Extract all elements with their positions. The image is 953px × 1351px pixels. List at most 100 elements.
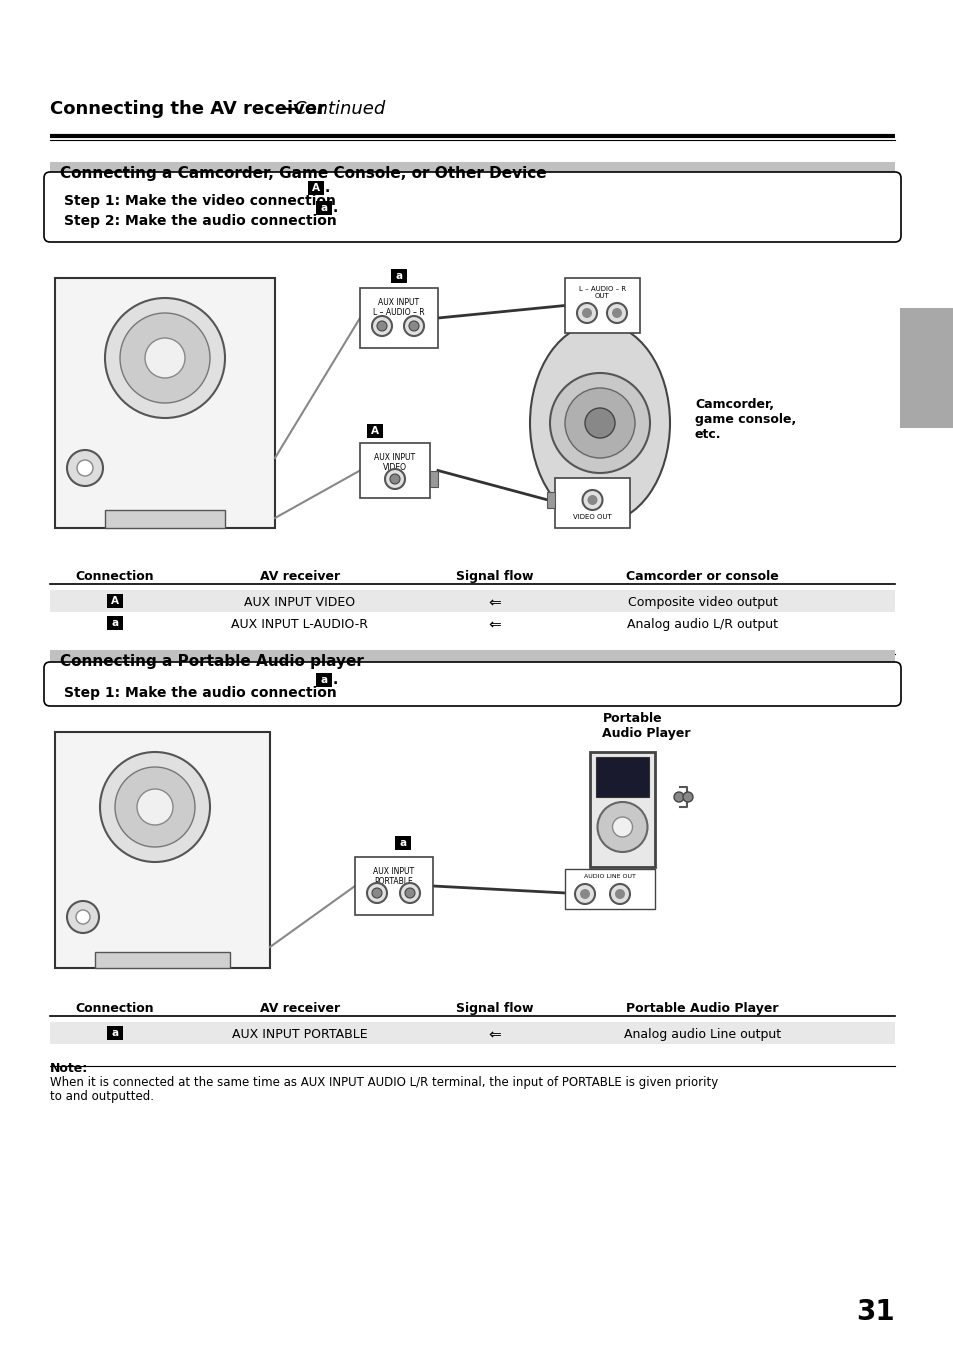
Bar xyxy=(55,278,274,528)
Circle shape xyxy=(67,901,99,934)
Circle shape xyxy=(582,490,602,509)
Text: Connecting a Portable Audio player: Connecting a Portable Audio player xyxy=(60,654,363,669)
Text: Connection: Connection xyxy=(75,570,154,584)
Bar xyxy=(55,732,270,969)
Circle shape xyxy=(564,388,635,458)
Circle shape xyxy=(399,884,419,902)
Text: AUX INPUT
PORTABLE: AUX INPUT PORTABLE xyxy=(373,867,415,886)
Text: Continued: Continued xyxy=(293,100,385,118)
Circle shape xyxy=(372,888,381,898)
Bar xyxy=(359,288,437,349)
Circle shape xyxy=(615,889,624,898)
Bar xyxy=(355,857,433,915)
Bar xyxy=(107,1025,123,1040)
Bar xyxy=(105,509,225,528)
Text: ⇐: ⇐ xyxy=(488,1028,501,1043)
Circle shape xyxy=(575,884,595,904)
Text: .: . xyxy=(325,181,330,195)
Bar xyxy=(50,162,894,188)
Text: Connection: Connection xyxy=(75,1002,154,1015)
Text: Signal flow: Signal flow xyxy=(456,1002,533,1015)
Text: AUDIO LINE OUT: AUDIO LINE OUT xyxy=(583,874,636,880)
Text: Analog audio L/R output: Analog audio L/R output xyxy=(626,617,778,631)
Text: Composite video output: Composite video output xyxy=(627,596,777,609)
Bar xyxy=(555,478,629,528)
Circle shape xyxy=(137,789,172,825)
Circle shape xyxy=(612,308,621,317)
Circle shape xyxy=(682,792,692,802)
Bar xyxy=(95,952,230,969)
Text: AV receiver: AV receiver xyxy=(259,1002,339,1015)
Text: Step 1: Make the video connection: Step 1: Make the video connection xyxy=(64,195,340,208)
Ellipse shape xyxy=(530,323,669,523)
Bar xyxy=(50,1021,894,1044)
Text: a: a xyxy=(112,1028,118,1038)
Circle shape xyxy=(367,884,387,902)
Text: AUX INPUT
L – AUDIO – R: AUX INPUT L – AUDIO – R xyxy=(373,299,424,317)
Circle shape xyxy=(145,338,185,378)
Text: a: a xyxy=(112,617,118,628)
Text: a: a xyxy=(395,272,402,281)
Circle shape xyxy=(76,911,90,924)
Text: A: A xyxy=(111,596,119,607)
Circle shape xyxy=(120,313,210,403)
Circle shape xyxy=(584,408,615,438)
Bar xyxy=(430,471,437,486)
FancyBboxPatch shape xyxy=(44,662,900,707)
Circle shape xyxy=(372,316,392,336)
Text: AUX INPUT L-AUDIO-R: AUX INPUT L-AUDIO-R xyxy=(232,617,368,631)
Text: a: a xyxy=(399,838,406,848)
Circle shape xyxy=(385,469,405,489)
Bar xyxy=(315,673,332,688)
Bar xyxy=(589,753,655,867)
Text: Note:: Note: xyxy=(50,1062,89,1075)
Text: AUX INPUT PORTABLE: AUX INPUT PORTABLE xyxy=(232,1028,368,1042)
Circle shape xyxy=(100,753,210,862)
Circle shape xyxy=(390,474,399,484)
Text: Analog audio Line output: Analog audio Line output xyxy=(623,1028,781,1042)
Text: A: A xyxy=(371,426,378,436)
Circle shape xyxy=(403,316,423,336)
Circle shape xyxy=(105,299,225,417)
Text: A: A xyxy=(312,182,319,193)
Circle shape xyxy=(579,889,589,898)
Bar xyxy=(107,616,123,630)
Text: L – AUDIO – R
OUT: L – AUDIO – R OUT xyxy=(578,286,625,299)
Circle shape xyxy=(597,802,647,852)
Text: VIDEO OUT: VIDEO OUT xyxy=(573,513,611,520)
Text: Camcorder,
game console,
etc.: Camcorder, game console, etc. xyxy=(695,399,796,440)
Bar xyxy=(564,869,655,909)
Bar xyxy=(50,590,894,612)
Circle shape xyxy=(409,322,418,331)
Bar xyxy=(391,269,407,282)
Bar xyxy=(596,757,648,797)
Text: Camcorder or console: Camcorder or console xyxy=(625,570,778,584)
Text: Portable
Audio Player: Portable Audio Player xyxy=(602,712,690,740)
FancyBboxPatch shape xyxy=(44,172,900,242)
Text: When it is connected at the same time as AUX INPUT AUDIO L/R terminal, the input: When it is connected at the same time as… xyxy=(50,1075,718,1089)
Text: .: . xyxy=(333,201,338,215)
Circle shape xyxy=(577,303,597,323)
Circle shape xyxy=(606,303,626,323)
Text: a: a xyxy=(320,676,327,685)
Circle shape xyxy=(673,792,683,802)
Circle shape xyxy=(609,884,629,904)
Text: Connecting the AV receiver: Connecting the AV receiver xyxy=(50,100,326,118)
Text: Portable Audio Player: Portable Audio Player xyxy=(625,1002,778,1015)
Circle shape xyxy=(67,450,103,486)
Text: Step 2: Make the audio connection: Step 2: Make the audio connection xyxy=(64,213,341,228)
Text: AUX INPUT
VIDEO: AUX INPUT VIDEO xyxy=(374,453,416,473)
Text: to and outputted.: to and outputted. xyxy=(50,1090,153,1102)
Circle shape xyxy=(115,767,194,847)
Text: ⇐: ⇐ xyxy=(488,617,501,634)
Text: Step 1: Make the audio connection: Step 1: Make the audio connection xyxy=(64,686,341,700)
Bar xyxy=(359,443,430,499)
Circle shape xyxy=(612,817,632,838)
Bar xyxy=(546,492,555,508)
Text: Signal flow: Signal flow xyxy=(456,570,533,584)
Circle shape xyxy=(587,494,597,505)
Bar xyxy=(50,612,894,634)
Circle shape xyxy=(376,322,387,331)
Text: AUX INPUT VIDEO: AUX INPUT VIDEO xyxy=(244,596,355,609)
Bar xyxy=(395,836,411,850)
